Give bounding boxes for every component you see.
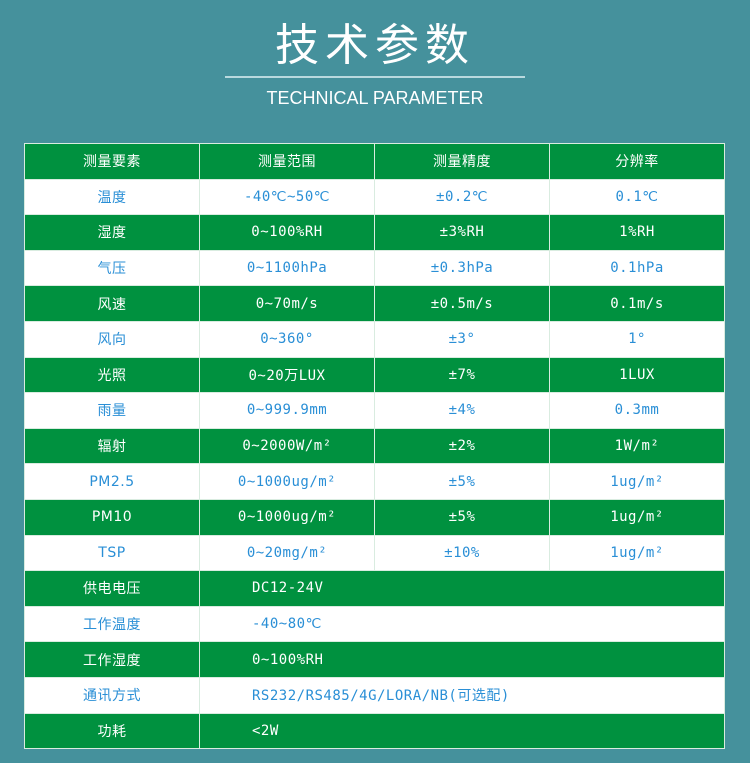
title-divider (225, 76, 525, 78)
spec-name: 工作湿度 (24, 641, 200, 678)
measure-range: 0~1000ug/m² (199, 498, 375, 536)
spec-row: 通讯方式 RS232/RS485/4G/LORA/NB(可选配) (24, 676, 725, 714)
parameter-name: 湿度 (24, 214, 200, 251)
table-row: PM2.5 0~1000ug/m² ±5% 1ug/m² (24, 463, 725, 500)
column-header: 测量要素 (24, 143, 200, 180)
resolution: 1ug/m² (549, 534, 725, 572)
resolution: 1ug/m² (549, 498, 725, 536)
resolution: 1LUX (549, 356, 725, 394)
spec-row: 功耗 <2W (24, 712, 725, 750)
table-row: 光照 0~20万LUX ±7% 1LUX (24, 356, 725, 394)
measure-range: 0~360° (199, 320, 375, 358)
column-header: 测量范围 (199, 143, 375, 180)
parameter-name: 温度 (24, 178, 200, 216)
resolution: 1° (549, 320, 725, 358)
measure-range: 0~1100hPa (199, 249, 375, 287)
parameter-table: 测量要素 测量范围 测量精度 分辨率 温度 -40℃~50℃ ±0.2℃ 0.1℃ 湿度… (24, 143, 725, 750)
table-row: TSP 0~20mg/m² ±10% 1ug/m² (24, 534, 725, 572)
resolution: 1ug/m² (549, 463, 725, 500)
accuracy: ±2% (374, 427, 550, 465)
spec-name: 通讯方式 (24, 676, 200, 714)
spec-row: 工作湿度 0~100%RH (24, 641, 725, 678)
page-subtitle: TECHNICAL PARAMETER (266, 88, 484, 108)
table-row: PM10 0~1000ug/m² ±5% 1ug/m² (24, 498, 725, 536)
spec-value: 0~100%RH (199, 641, 725, 678)
resolution: 0.1m/s (549, 285, 725, 322)
accuracy: ±0.2℃ (374, 178, 550, 216)
measure-range: -40℃~50℃ (199, 178, 375, 216)
column-header: 测量精度 (374, 143, 550, 180)
accuracy: ±5% (374, 463, 550, 500)
spec-name: 工作温度 (24, 605, 200, 643)
column-header: 分辨率 (549, 143, 725, 180)
measure-range: 0~20mg/m² (199, 534, 375, 572)
spec-value: <2W (199, 712, 725, 750)
accuracy: ±10% (374, 534, 550, 572)
measure-range: 0~100%RH (199, 214, 375, 251)
table-row: 湿度 0~100%RH ±3%RH 1%RH (24, 214, 725, 251)
spec-value: DC12-24V (199, 570, 725, 607)
accuracy: ±5% (374, 498, 550, 536)
parameter-name: PM10 (24, 498, 200, 536)
spec-name: 供电电压 (24, 570, 200, 607)
parameter-name: 光照 (24, 356, 200, 394)
measure-range: 0~20万LUX (199, 356, 375, 394)
resolution: 0.1hPa (549, 249, 725, 287)
spec-name: 功耗 (24, 712, 200, 750)
measure-range: 0~999.9mm (199, 392, 375, 429)
accuracy: ±3%RH (374, 214, 550, 251)
parameter-name: 风向 (24, 320, 200, 358)
measure-range: 0~70m/s (199, 285, 375, 322)
measure-range: 0~1000ug/m² (199, 463, 375, 500)
parameter-name: PM2.5 (24, 463, 200, 500)
measure-range: 0~2000W/m² (199, 427, 375, 465)
resolution: 1%RH (549, 214, 725, 251)
table-header-row: 测量要素 测量范围 测量精度 分辨率 (24, 143, 725, 180)
spec-row: 供电电压 DC12-24V (24, 570, 725, 607)
parameter-name: 辐射 (24, 427, 200, 465)
spec-value: RS232/RS485/4G/LORA/NB(可选配) (199, 676, 725, 714)
table-row: 气压 0~1100hPa ±0.3hPa 0.1hPa (24, 249, 725, 287)
spec-row: 工作温度 -40~80℃ (24, 605, 725, 643)
resolution: 1W/m² (549, 427, 725, 465)
table-row: 辐射 0~2000W/m² ±2% 1W/m² (24, 427, 725, 465)
accuracy: ±3° (374, 320, 550, 358)
parameter-name: 气压 (24, 249, 200, 287)
spec-value: -40~80℃ (199, 605, 725, 643)
table-row: 温度 -40℃~50℃ ±0.2℃ 0.1℃ (24, 178, 725, 216)
resolution: 0.1℃ (549, 178, 725, 216)
table-row: 风向 0~360° ±3° 1° (24, 320, 725, 358)
accuracy: ±0.5m/s (374, 285, 550, 322)
parameter-name: TSP (24, 534, 200, 572)
parameter-name: 雨量 (24, 392, 200, 429)
accuracy: ±4% (374, 392, 550, 429)
table-row: 雨量 0~999.9mm ±4% 0.3mm (24, 392, 725, 429)
resolution: 0.3mm (549, 392, 725, 429)
page-title: 技术参数 (275, 20, 475, 71)
parameter-name: 风速 (24, 285, 200, 322)
accuracy: ±0.3hPa (374, 249, 550, 287)
accuracy: ±7% (374, 356, 550, 394)
table-row: 风速 0~70m/s ±0.5m/s 0.1m/s (24, 285, 725, 322)
